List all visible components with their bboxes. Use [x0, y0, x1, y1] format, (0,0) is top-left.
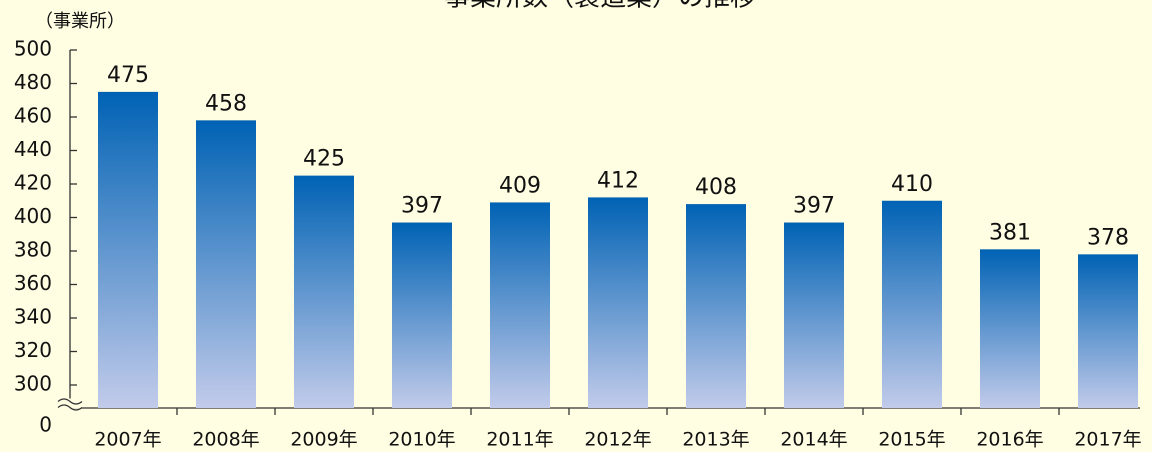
value-label: 412: [597, 168, 639, 193]
y-tick-label: 460: [14, 104, 52, 128]
x-tick-label: 2013年: [682, 429, 749, 451]
x-tick-label: 2017年: [1074, 429, 1141, 451]
bar: [686, 204, 746, 408]
x-tick-label: 2016年: [976, 429, 1043, 451]
bar: [1078, 254, 1138, 408]
bar: [882, 200, 942, 408]
y-tick-label: 300: [14, 372, 52, 396]
y-tick-label: 480: [14, 70, 52, 94]
value-label: 425: [303, 147, 345, 172]
bar: [294, 175, 354, 408]
bar: [392, 222, 452, 408]
y-tick-label: 320: [14, 338, 52, 362]
x-tick-label: 2014年: [780, 429, 847, 451]
x-tick-label: 2007年: [94, 429, 161, 451]
y-tick-label: 380: [14, 238, 52, 262]
value-label: 408: [695, 175, 737, 200]
x-tick-label: 2011年: [486, 429, 553, 451]
axis-break: [57, 398, 83, 411]
value-label: 397: [401, 194, 443, 219]
bar: [490, 202, 550, 408]
x-tick-label: 2008年: [192, 429, 259, 451]
bar: [784, 222, 844, 408]
bar: [980, 249, 1040, 408]
axis-break-gap: [58, 398, 82, 409]
value-label: 378: [1087, 225, 1129, 250]
y-tick-label: 440: [14, 137, 52, 161]
chart-title: 事業所数（製造業）の推移: [444, 0, 756, 13]
value-label: 410: [891, 172, 933, 197]
y-tick-label: 360: [14, 271, 52, 295]
y-tick-label: 500: [14, 37, 52, 61]
bar: [98, 91, 158, 408]
value-label: 475: [107, 63, 149, 88]
x-tick-label: 2010年: [388, 429, 455, 451]
y-tick-label: 0: [39, 413, 52, 437]
bar: [196, 120, 256, 408]
value-label: 409: [499, 173, 541, 198]
y-tick-label: 400: [14, 204, 52, 228]
y-tick-label: 340: [14, 305, 52, 329]
x-tick-label: 2009年: [290, 429, 357, 451]
value-label: 458: [205, 91, 247, 116]
value-label: 397: [793, 194, 835, 219]
value-label: 381: [989, 220, 1031, 245]
x-tick-label: 2015年: [878, 429, 945, 451]
x-tick-label: 2012年: [584, 429, 651, 451]
y-axis-label: （事業所）: [35, 11, 125, 32]
bar: [588, 197, 648, 408]
y-tick-label: 420: [14, 171, 52, 195]
